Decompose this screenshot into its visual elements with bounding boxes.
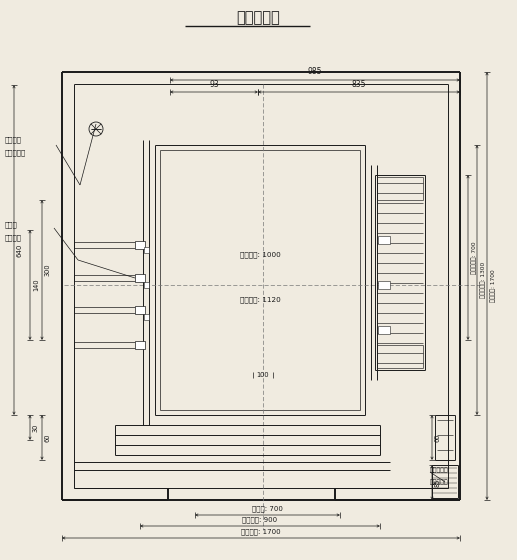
Text: 随行电: 随行电 — [5, 222, 18, 228]
Text: 混凝土填充: 混凝土填充 — [430, 467, 449, 473]
Text: 140: 140 — [33, 279, 39, 291]
Text: 轿厢净深: 1120: 轿厢净深: 1120 — [239, 297, 280, 304]
Text: 开门宽: 700: 开门宽: 700 — [252, 505, 283, 512]
Text: 100: 100 — [256, 372, 269, 378]
Text: 985: 985 — [308, 67, 322, 76]
Bar — [135, 241, 145, 249]
Text: 井道平面图: 井道平面图 — [237, 11, 280, 26]
Text: 对重导轨距: 700: 对重导轨距: 700 — [471, 241, 477, 274]
Text: 井道净深: 1700: 井道净深: 1700 — [241, 529, 281, 535]
Text: 井道照明: 井道照明 — [5, 137, 22, 143]
Text: 85: 85 — [435, 478, 441, 487]
Bar — [378, 236, 390, 244]
Bar — [135, 341, 145, 349]
Text: 轿厢导轨距: 1300: 轿厢导轨距: 1300 — [480, 262, 485, 298]
Text: 60: 60 — [435, 433, 441, 442]
Bar — [144, 247, 149, 253]
Bar — [144, 314, 149, 320]
Bar — [144, 282, 149, 288]
Text: 门洞宽度: 900: 门洞宽度: 900 — [242, 516, 278, 523]
Bar — [135, 274, 145, 282]
Text: 井道净宽: 1700: 井道净宽: 1700 — [490, 269, 496, 302]
Text: 300: 300 — [45, 264, 51, 276]
Text: 93: 93 — [209, 80, 219, 89]
Bar — [378, 281, 390, 289]
Text: 由客户自理: 由客户自理 — [430, 479, 449, 485]
Bar — [135, 306, 145, 314]
Text: 由客户自理: 由客户自理 — [5, 150, 26, 156]
Text: 轿厢净宽: 1000: 轿厢净宽: 1000 — [239, 251, 280, 258]
Text: 60: 60 — [45, 433, 51, 442]
Text: 835: 835 — [352, 80, 366, 89]
Bar — [378, 326, 390, 334]
Text: 640: 640 — [17, 243, 23, 256]
Text: 缆固定座: 缆固定座 — [5, 235, 22, 241]
Text: 30: 30 — [33, 423, 39, 432]
